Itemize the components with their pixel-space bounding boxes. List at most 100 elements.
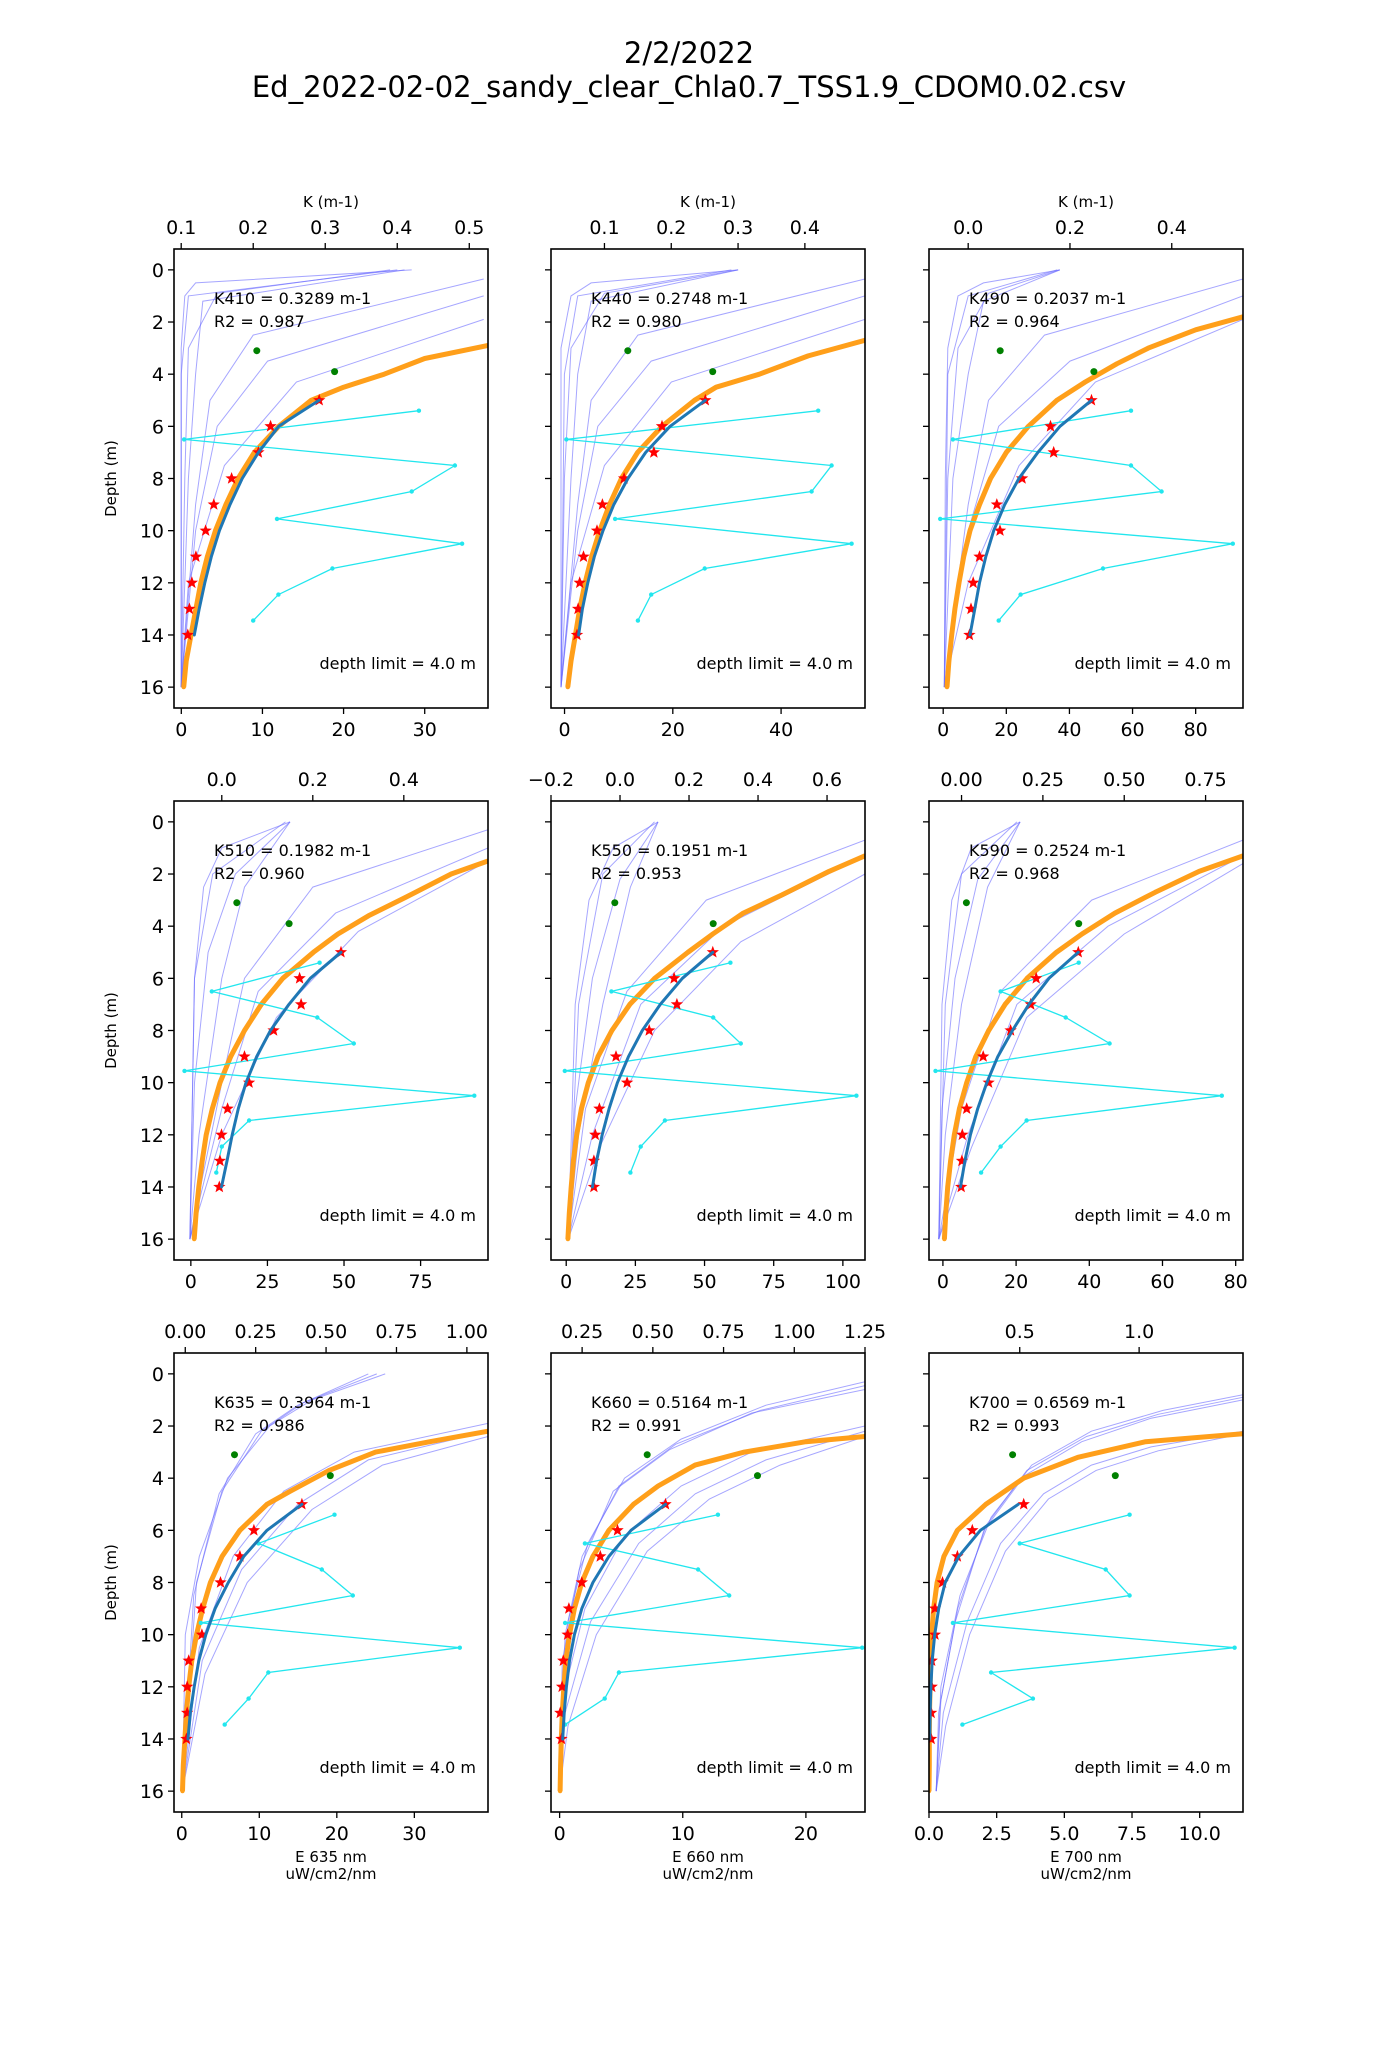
model-point [565, 1236, 571, 1242]
r2-annotation: R2 = 0.953 [591, 864, 682, 883]
measured-star [966, 1523, 979, 1536]
x-tick-label: 10 [250, 719, 274, 741]
k-annotation: K440 = 0.2748 m-1 [591, 289, 748, 308]
k-tick-label: 0.4 [743, 769, 773, 791]
panel-490: 0 20 40 60 80 0.0 0.2 0.4 K (m-1) K490 = 0.2037 m… [923, 193, 1244, 741]
model-point [242, 1028, 247, 1033]
model-point [568, 658, 574, 664]
measured-star [293, 971, 306, 984]
k-profile-line [560, 278, 865, 688]
k-value-point [978, 1170, 984, 1175]
model-point [1021, 1476, 1026, 1481]
k-marker-dot [754, 1472, 761, 1480]
x-tick-label: 100 [825, 1271, 861, 1293]
k-value-point [459, 541, 465, 546]
x-tick-label: 40 [769, 719, 793, 741]
model-point [181, 1762, 186, 1768]
x-tick-label: 10 [247, 1823, 271, 1845]
k-profile-line [560, 295, 865, 688]
x-tick-label: 40 [1057, 719, 1081, 741]
model-point [558, 1762, 563, 1768]
k-tick-label: 0.1 [166, 217, 196, 239]
model-point [565, 684, 570, 690]
k-value-point [219, 1144, 224, 1149]
y-tick-label: 10 [140, 1073, 164, 1095]
k-tick-label: 0.0 [207, 769, 237, 791]
model-point [692, 1462, 698, 1468]
k-tick-label: 0.2 [674, 769, 704, 791]
model-point [741, 910, 746, 916]
depth-limit-annotation: depth limit = 4.0 m [1074, 1206, 1231, 1225]
k-value-point [702, 566, 707, 571]
k-value-point [1018, 592, 1023, 597]
k-profile-line [567, 839, 865, 1240]
k-profile-line [181, 1373, 369, 1792]
k-tick-label: 1.25 [844, 1321, 886, 1343]
model-point [949, 632, 954, 638]
model-point [635, 450, 640, 455]
x-tick-label: 50 [332, 1271, 356, 1293]
fit-curve [561, 1502, 667, 1741]
model-point [606, 1528, 612, 1533]
k-profile-line [938, 821, 1021, 1240]
model-point [196, 1184, 201, 1190]
k-value-point [1017, 1541, 1022, 1546]
model-point [986, 1028, 991, 1033]
k-profile-line [559, 1381, 865, 1792]
x-tick-label: 0 [175, 719, 187, 741]
x-tick-label: 25 [255, 1271, 279, 1293]
k-marker-dot [1075, 920, 1083, 928]
model-point [1054, 398, 1060, 403]
plot-area [560, 269, 865, 690]
r2-annotation: R2 = 0.986 [214, 1416, 305, 1435]
model-point [964, 1080, 969, 1085]
k-marker-dot [1009, 1451, 1017, 1459]
measured-star [195, 1602, 208, 1614]
model-point [1146, 345, 1151, 351]
depth-limit-annotation: depth limit = 4.0 m [1074, 1758, 1231, 1777]
model-point [235, 476, 241, 481]
k-tick-label: 0.00 [164, 1321, 206, 1343]
model-point [198, 580, 203, 585]
k-value-point [198, 1620, 203, 1626]
measured-star [213, 1180, 226, 1193]
model-point [193, 1210, 199, 1216]
measured-star [964, 602, 978, 615]
measured-star [242, 1076, 256, 1088]
depth-limit-annotation: depth limit = 4.0 m [696, 1758, 853, 1777]
measured-star [956, 1128, 969, 1141]
measured-star [967, 576, 980, 589]
k-value-point [628, 1170, 633, 1175]
k-value-point [612, 516, 618, 522]
k-value-point [988, 1670, 994, 1675]
y-tick-label: 8 [152, 469, 164, 491]
k-value-point [562, 1620, 568, 1626]
k-tick-label: 0.75 [375, 1321, 417, 1343]
k-profile-line [181, 1436, 488, 1792]
k-marker-dot [962, 899, 970, 907]
y-tick-label: 0 [152, 260, 164, 282]
measured-star [1017, 1497, 1030, 1510]
k-value-point [1107, 1041, 1112, 1046]
x-tick-label: 75 [762, 1271, 786, 1293]
fit-curve [186, 1502, 304, 1741]
k-value-point [416, 408, 422, 413]
y-tick-label: 6 [152, 416, 164, 438]
k-tick-label: 1.00 [773, 1321, 815, 1343]
model-curve [557, 1434, 865, 1792]
measured-star [185, 576, 198, 589]
model-point [200, 1158, 205, 1164]
measured-star [557, 1654, 570, 1666]
model-point [280, 976, 285, 981]
k-profile-line [560, 269, 732, 688]
model-point [427, 1439, 433, 1444]
k-value-point [246, 1118, 252, 1123]
k-profile-line [943, 269, 1060, 688]
k-value-point [1232, 1645, 1237, 1650]
model-point [219, 1554, 225, 1559]
k-value-point [1063, 1015, 1068, 1020]
model-point [944, 684, 950, 690]
model-point [1002, 1002, 1008, 1007]
k-tick-label: 0.3 [723, 217, 753, 239]
k-profile-line [560, 269, 739, 688]
